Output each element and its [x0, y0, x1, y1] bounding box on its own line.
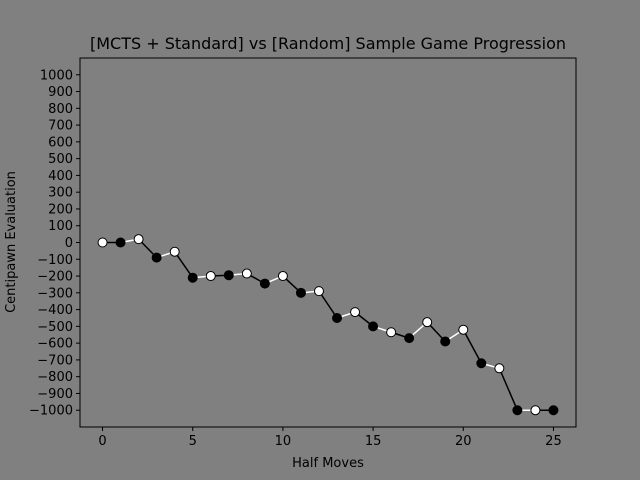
x-axis-ticks: 0 5 10 15 20 25 [98, 427, 562, 449]
y-tick-label: −700 [37, 353, 73, 368]
y-tick-label: −900 [37, 387, 73, 402]
data-point [313, 286, 324, 297]
y-tick-label: 700 [48, 119, 73, 134]
y-tick-label: 0 [65, 236, 73, 251]
y-tick-label: 400 [48, 169, 73, 184]
y-tick-label: 200 [48, 202, 73, 217]
y-tick-label: 500 [48, 152, 73, 167]
data-point [530, 405, 541, 416]
x-tick-label: 5 [189, 434, 197, 449]
y-tick-label: −500 [37, 320, 73, 335]
data-point [115, 237, 126, 248]
y-tick-label: −200 [37, 270, 73, 285]
series-segment [174, 251, 194, 279]
data-point [97, 237, 108, 248]
y-tick-label: −1000 [29, 404, 73, 419]
data-point [295, 287, 306, 298]
data-point [386, 327, 397, 338]
y-tick-label: −400 [37, 303, 73, 318]
y-tick-label: 100 [48, 219, 73, 234]
y-axis-label: Centipawn Evaluation [4, 171, 19, 313]
data-point [169, 246, 180, 257]
data-point [241, 268, 252, 279]
y-tick-label: 300 [48, 186, 73, 201]
data-point [133, 234, 144, 245]
data-point [440, 336, 451, 347]
data-point [404, 333, 415, 344]
y-tick-label: 800 [48, 102, 73, 117]
data-point [548, 405, 559, 416]
y-axis-ticks: −1000−900−800−700−600−500−400−300−200−10… [29, 68, 80, 419]
x-tick-label: 20 [455, 434, 472, 449]
plot-area [79, 57, 577, 428]
data-point [277, 271, 288, 282]
data-point [259, 278, 270, 289]
data-point [458, 324, 469, 335]
chart-title: [MCTS + Standard] vs [Random] Sample Gam… [90, 34, 566, 53]
y-tick-label: −300 [37, 286, 73, 301]
data-point [151, 252, 162, 263]
y-tick-label: −600 [37, 337, 73, 352]
x-tick-label: 15 [365, 434, 382, 449]
y-tick-label: −800 [37, 370, 73, 385]
data-point [476, 358, 487, 369]
x-tick-label: 0 [98, 434, 106, 449]
data-point [205, 271, 216, 282]
data-point [332, 312, 343, 323]
data-point [223, 270, 234, 281]
y-tick-label: −100 [37, 253, 73, 268]
data-point [350, 307, 361, 318]
series-segment [318, 290, 338, 319]
data-point [187, 272, 198, 283]
y-tick-label: 900 [48, 85, 73, 100]
data-point [368, 321, 379, 332]
y-tick-label: 600 [48, 135, 73, 150]
data-point [422, 317, 433, 328]
series-points [97, 234, 559, 416]
x-axis-label: Half Moves [292, 456, 364, 471]
x-tick-label: 10 [275, 434, 292, 449]
series-segment [462, 329, 482, 364]
series-segment [498, 367, 519, 411]
data-point [512, 405, 523, 416]
y-tick-label: 1000 [40, 68, 73, 83]
x-tick-label: 25 [545, 434, 562, 449]
data-point [494, 363, 505, 374]
